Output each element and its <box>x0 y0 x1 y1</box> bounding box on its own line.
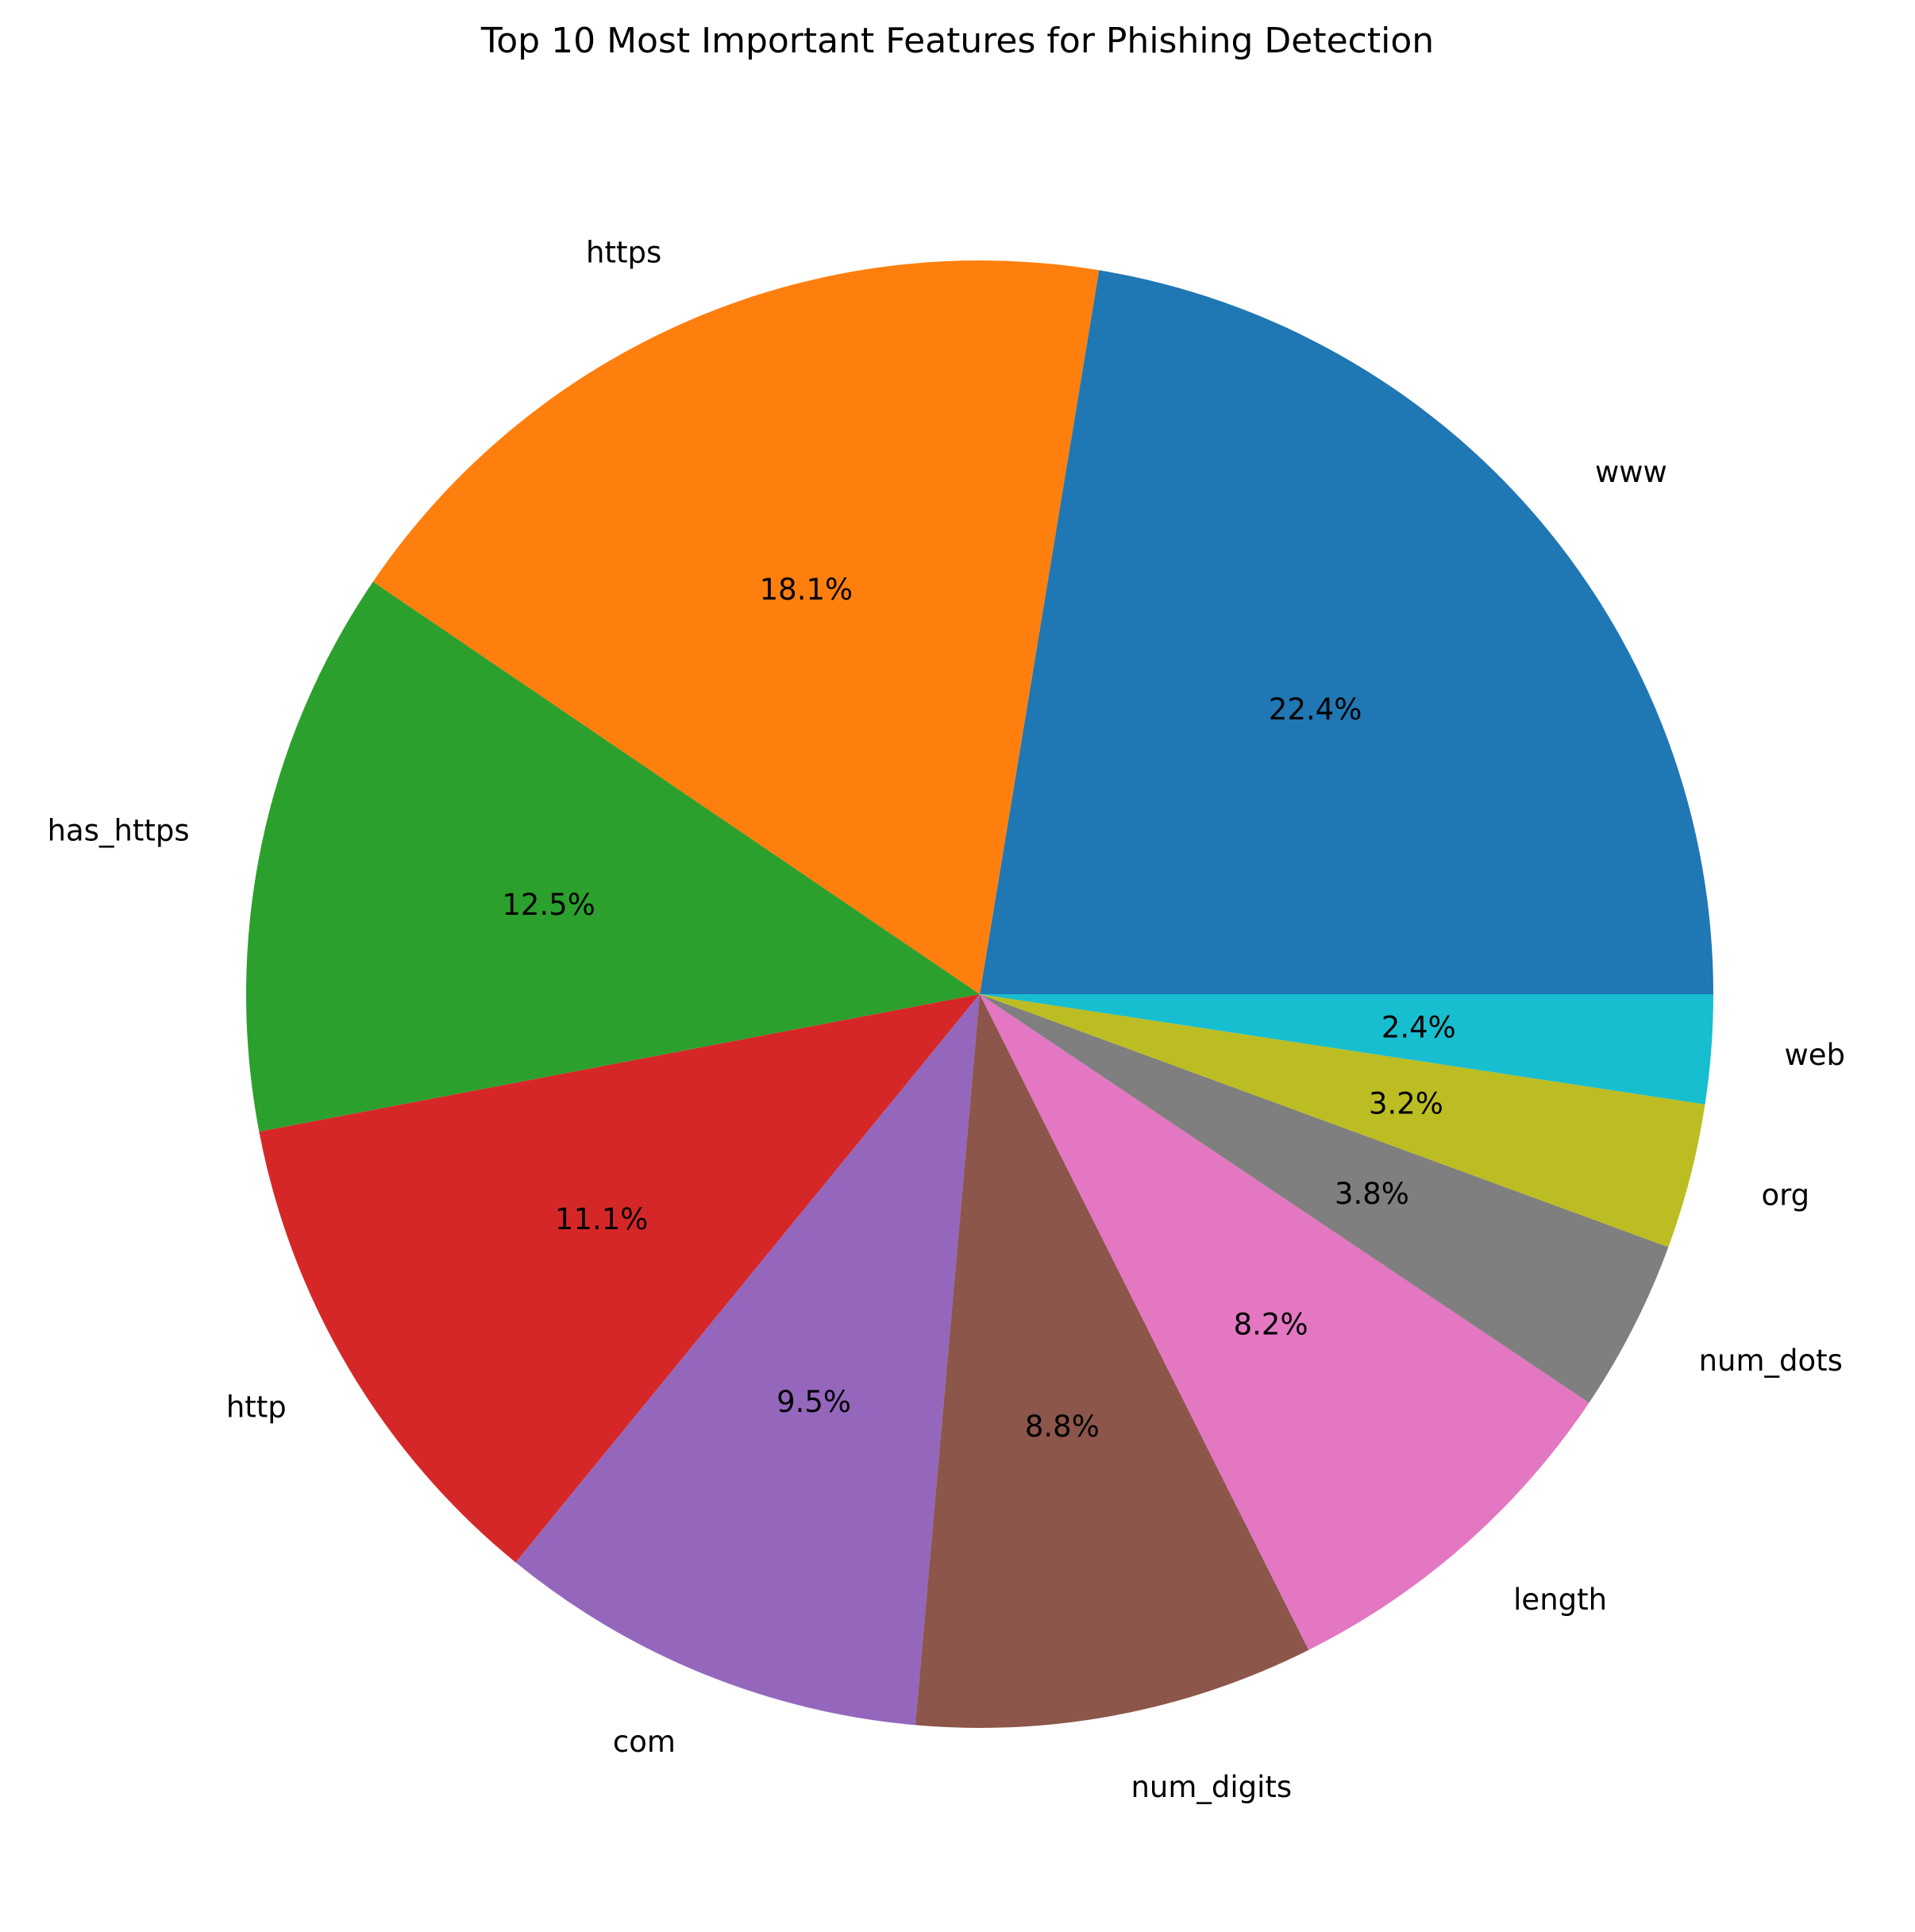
slice-label-has-https: has_https <box>48 813 190 847</box>
pie-slice-http <box>259 994 980 1563</box>
slice-label-com: com <box>613 1725 676 1759</box>
slice-percent-com: 9.5% <box>776 1385 851 1419</box>
pie-slice-length <box>980 994 1589 1650</box>
slice-label-org: org <box>1761 1178 1809 1212</box>
pie-slice-num-digits <box>915 994 1309 1728</box>
pie-slice-com <box>515 994 980 1726</box>
slice-percent-www: 22.4% <box>1269 692 1362 727</box>
pie-slice-web <box>980 994 1713 1105</box>
slice-percent-http: 11.1% <box>555 1202 649 1236</box>
slice-percent-web: 2.4% <box>1381 1010 1456 1044</box>
slice-label-num-dots: num_dots <box>1699 1344 1843 1378</box>
pie-slice-org <box>980 994 1705 1248</box>
slice-percent-has-https: 12.5% <box>502 888 595 922</box>
slice-percent-https: 18.1% <box>760 573 853 607</box>
slice-label-length: length <box>1513 1583 1607 1617</box>
pie-slices <box>246 260 1713 1728</box>
slice-percent-length: 8.2% <box>1234 1307 1308 1341</box>
pie-slice-https <box>372 260 1100 994</box>
pie-slice-num-dots <box>980 994 1669 1403</box>
slice-label-http: http <box>226 1390 287 1425</box>
slice-percent-num-dots: 3.8% <box>1335 1177 1409 1211</box>
pie-labels: www 22.4% https 18.1% has_https 12.5% http 11.1… <box>48 235 1845 1803</box>
slice-label-web: web <box>1785 1038 1846 1072</box>
slice-percent-num-digits: 8.8% <box>1025 1409 1100 1444</box>
slice-label-https: https <box>586 235 661 269</box>
pie-slice-has-https <box>246 581 980 1132</box>
slice-label-num-digits: num_digits <box>1131 1770 1292 1804</box>
slice-percent-org: 3.2% <box>1369 1086 1443 1120</box>
slice-label-www: www <box>1595 455 1667 489</box>
chart-title: Top 10 Most Important Features for Phish… <box>480 21 1434 61</box>
pie-slice-www <box>980 270 1713 994</box>
